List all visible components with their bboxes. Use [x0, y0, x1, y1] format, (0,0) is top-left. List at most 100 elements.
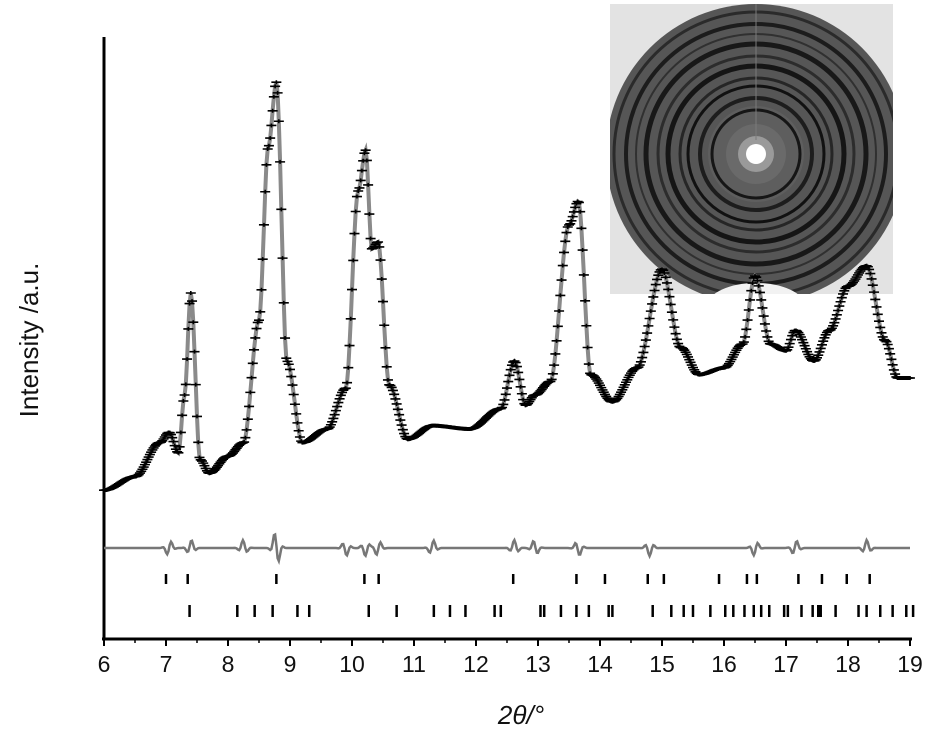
observed-point — [247, 361, 258, 366]
observed-point — [869, 290, 880, 295]
observed-point — [826, 326, 837, 331]
observed-point — [175, 430, 186, 435]
x-tick-label-19: 19 — [897, 651, 923, 677]
x-tick-label-17: 17 — [773, 651, 799, 677]
observed-point — [661, 280, 672, 285]
observed-point — [347, 287, 357, 292]
observed-point — [795, 335, 806, 340]
observed-point — [798, 340, 809, 345]
observed-point — [294, 435, 305, 440]
observed-point — [252, 320, 263, 325]
observed-point — [350, 209, 361, 214]
observed-point — [139, 462, 150, 467]
observed-point — [757, 305, 768, 310]
observed-point — [390, 396, 401, 401]
observed-point — [170, 447, 181, 452]
observed-point — [559, 250, 570, 255]
observed-point — [180, 382, 191, 387]
observed-point — [644, 316, 655, 321]
x-tick-label-10: 10 — [339, 651, 365, 677]
observed-point — [727, 355, 738, 360]
observed-point — [503, 379, 514, 384]
observed-point — [387, 388, 398, 393]
observed-point — [555, 293, 566, 298]
observed-point — [802, 349, 813, 354]
observed-point — [360, 148, 371, 153]
observed-point — [652, 277, 663, 282]
observed-point — [178, 399, 189, 404]
observed-point — [684, 357, 695, 362]
observed-point — [380, 345, 391, 350]
observed-point — [754, 290, 765, 295]
observed-point — [567, 214, 578, 219]
observed-point — [582, 345, 593, 350]
observed-point — [598, 390, 609, 395]
observed-point — [577, 248, 588, 253]
observed-point — [146, 450, 157, 455]
observed-point — [144, 452, 155, 457]
observed-point — [291, 411, 302, 416]
observed-point — [254, 318, 264, 323]
observed-point — [251, 326, 262, 331]
observed-point — [340, 386, 351, 391]
observed-point — [167, 435, 178, 440]
observed-point — [325, 422, 336, 427]
observed-point — [499, 397, 510, 402]
observed-point — [663, 287, 674, 292]
observed-point — [746, 288, 757, 293]
observed-point — [872, 312, 883, 317]
observed-point — [173, 450, 184, 455]
observed-point — [621, 380, 632, 385]
observed-point — [188, 320, 199, 325]
observed-point — [885, 351, 896, 356]
x-tick-label-18: 18 — [835, 651, 861, 677]
observed-point — [680, 350, 691, 355]
observed-point — [797, 337, 808, 342]
observed-point — [688, 365, 698, 370]
observed-point — [381, 364, 392, 369]
observed-point — [867, 283, 878, 288]
observed-point — [876, 330, 887, 335]
observed-point — [874, 319, 884, 324]
observed-point — [342, 380, 353, 385]
observed-point — [333, 400, 344, 405]
x-axis-title: 2θ/° — [497, 700, 544, 730]
observed-point — [745, 297, 756, 302]
observed-point — [593, 381, 604, 386]
observed-point — [351, 194, 362, 199]
observed-point — [741, 327, 752, 332]
observed-point — [551, 338, 562, 343]
difference-line — [104, 532, 910, 565]
observed-point — [502, 386, 512, 391]
x-tick-label-16: 16 — [711, 651, 737, 677]
x-tick-label-14: 14 — [587, 651, 613, 677]
observed-point — [394, 412, 405, 417]
observed-point — [356, 168, 367, 173]
observed-point — [665, 302, 676, 307]
observed-point — [283, 362, 294, 367]
observed-point — [505, 367, 516, 372]
observed-point — [639, 344, 650, 349]
observed-point — [830, 316, 841, 321]
observed-point — [618, 385, 629, 390]
x-tick-label-6: 6 — [98, 651, 111, 677]
observed-point — [190, 382, 201, 387]
observed-point — [260, 189, 271, 194]
observed-point — [681, 352, 692, 357]
observed-point — [864, 267, 875, 272]
observed-point — [619, 382, 630, 387]
observed-point — [189, 349, 200, 354]
observed-point — [866, 276, 877, 281]
observed-point — [348, 258, 359, 263]
observed-point — [623, 375, 634, 380]
observed-point — [643, 323, 654, 328]
observed-point — [199, 463, 210, 468]
observed-point — [255, 309, 266, 314]
observed-point — [287, 383, 298, 388]
observed-point — [814, 349, 825, 354]
observed-point — [272, 90, 283, 95]
observed-point — [658, 268, 669, 273]
observed-point — [561, 230, 572, 235]
observed-point — [200, 466, 211, 471]
observed-point — [738, 340, 749, 345]
